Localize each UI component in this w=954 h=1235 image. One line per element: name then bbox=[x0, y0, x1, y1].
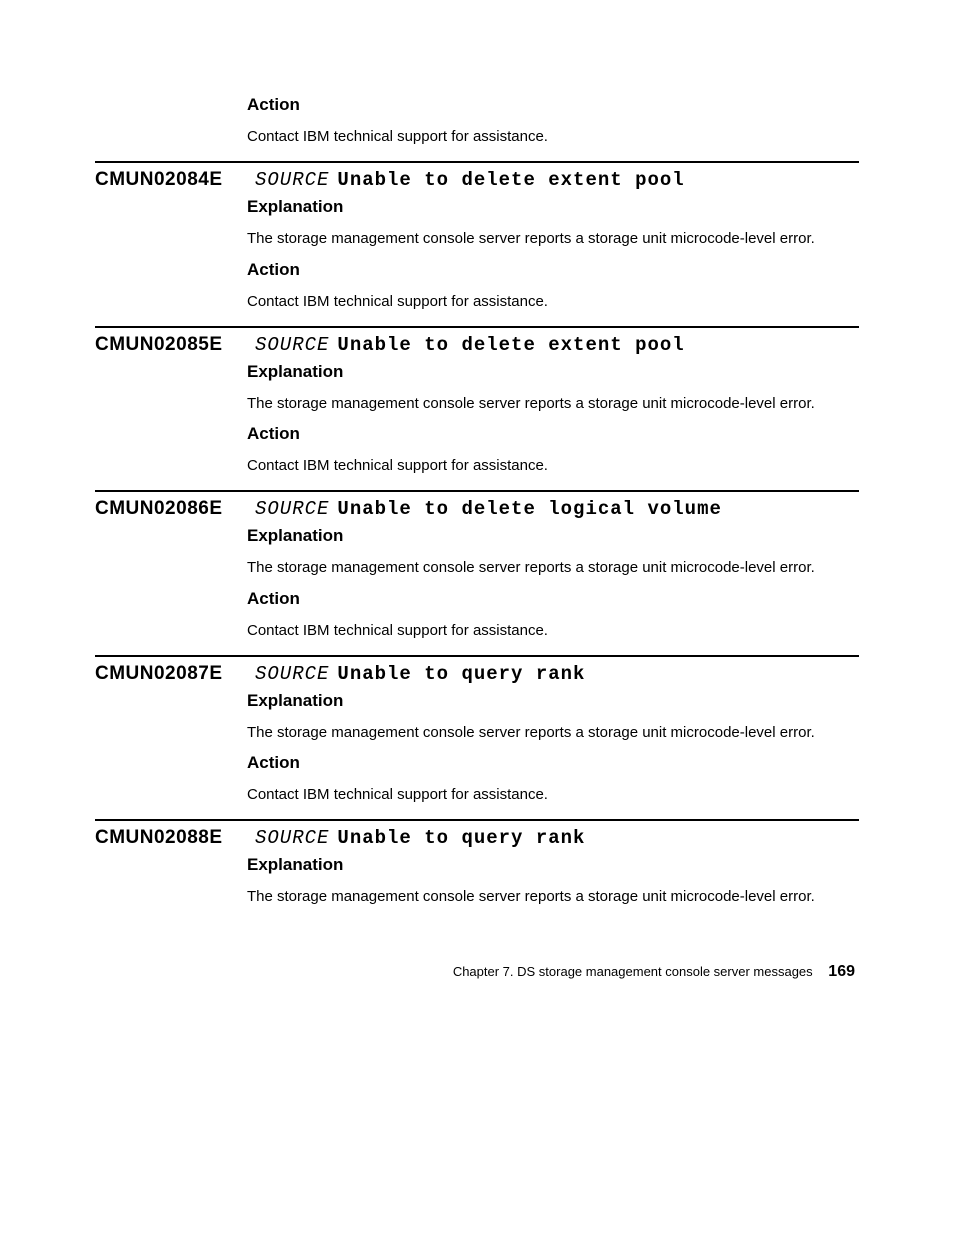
explanation-heading: Explanation bbox=[247, 526, 859, 546]
message-title: Unable to delete extent pool bbox=[337, 169, 684, 191]
explanation-text: The storage management console server re… bbox=[247, 723, 859, 743]
page-footer: Chapter 7. DS storage management console… bbox=[95, 963, 859, 981]
action-heading: Action bbox=[247, 589, 859, 609]
message-source: SOURCE bbox=[255, 169, 329, 191]
message-source: SOURCE bbox=[255, 498, 329, 520]
entry-header: CMUN02084E SOURCE Unable to delete exten… bbox=[95, 169, 859, 191]
message-entry: CMUN02085E SOURCE Unable to delete exten… bbox=[95, 334, 859, 477]
entry-section: Explanation The storage management conso… bbox=[247, 526, 859, 641]
divider bbox=[95, 819, 859, 821]
action-heading: Action bbox=[247, 95, 859, 115]
action-text: Contact IBM technical support for assist… bbox=[247, 456, 859, 476]
action-heading: Action bbox=[247, 260, 859, 280]
message-code: CMUN02084E bbox=[95, 169, 247, 191]
action-text: Contact IBM technical support for assist… bbox=[247, 292, 859, 312]
entry-header: CMUN02088E SOURCE Unable to query rank bbox=[95, 827, 859, 849]
entry-header: CMUN02086E SOURCE Unable to delete logic… bbox=[95, 498, 859, 520]
action-heading: Action bbox=[247, 424, 859, 444]
action-text: Contact IBM technical support for assist… bbox=[247, 785, 859, 805]
entry-section: Explanation The storage management conso… bbox=[247, 362, 859, 477]
explanation-heading: Explanation bbox=[247, 362, 859, 382]
entry-section: Action Contact IBM technical support for… bbox=[247, 95, 859, 147]
divider bbox=[95, 655, 859, 657]
explanation-text: The storage management console server re… bbox=[247, 887, 859, 907]
message-title: Unable to query rank bbox=[337, 827, 585, 849]
message-source: SOURCE bbox=[255, 663, 329, 685]
message-entry: CMUN02088E SOURCE Unable to query rank E… bbox=[95, 827, 859, 907]
message-entry: CMUN02086E SOURCE Unable to delete logic… bbox=[95, 498, 859, 641]
message-source: SOURCE bbox=[255, 827, 329, 849]
message-title: Unable to query rank bbox=[337, 663, 585, 685]
message-code: CMUN02087E bbox=[95, 663, 247, 685]
message-code: CMUN02085E bbox=[95, 334, 247, 356]
entry-section: Explanation The storage management conso… bbox=[247, 197, 859, 312]
message-source: SOURCE bbox=[255, 334, 329, 356]
entry-section: Explanation The storage management conso… bbox=[247, 855, 859, 907]
message-title: Unable to delete logical volume bbox=[337, 498, 721, 520]
explanation-heading: Explanation bbox=[247, 691, 859, 711]
explanation-heading: Explanation bbox=[247, 855, 859, 875]
action-text: Contact IBM technical support for assist… bbox=[247, 127, 859, 147]
footer-chapter: Chapter 7. DS storage management console… bbox=[453, 964, 813, 979]
message-code: CMUN02086E bbox=[95, 498, 247, 520]
message-entry: CMUN02084E SOURCE Unable to delete exten… bbox=[95, 169, 859, 312]
divider bbox=[95, 161, 859, 163]
action-heading: Action bbox=[247, 753, 859, 773]
action-text: Contact IBM technical support for assist… bbox=[247, 621, 859, 641]
explanation-text: The storage management console server re… bbox=[247, 394, 859, 414]
entry-section: Explanation The storage management conso… bbox=[247, 691, 859, 806]
entry-header: CMUN02087E SOURCE Unable to query rank bbox=[95, 663, 859, 685]
message-entry: CMUN02087E SOURCE Unable to query rank E… bbox=[95, 663, 859, 806]
divider bbox=[95, 490, 859, 492]
entry-intro: Action Contact IBM technical support for… bbox=[95, 95, 859, 147]
message-code: CMUN02088E bbox=[95, 827, 247, 849]
footer-page-number: 169 bbox=[828, 963, 855, 980]
explanation-text: The storage management console server re… bbox=[247, 229, 859, 249]
explanation-heading: Explanation bbox=[247, 197, 859, 217]
explanation-text: The storage management console server re… bbox=[247, 558, 859, 578]
divider bbox=[95, 326, 859, 328]
message-title: Unable to delete extent pool bbox=[337, 334, 684, 356]
entry-header: CMUN02085E SOURCE Unable to delete exten… bbox=[95, 334, 859, 356]
